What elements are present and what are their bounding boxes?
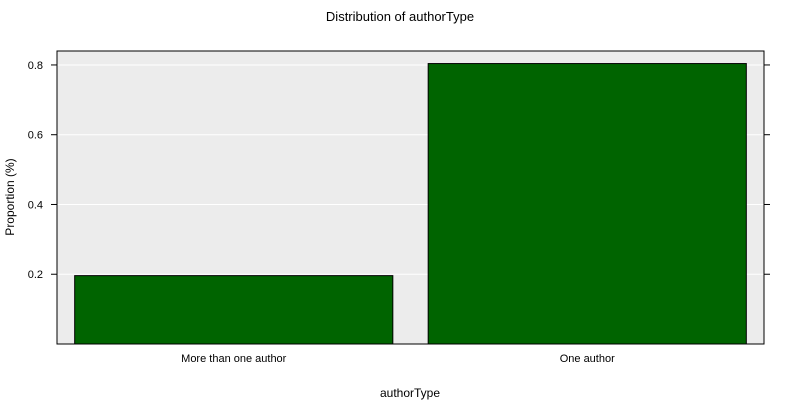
chart-title: Distribution of authorType xyxy=(326,9,474,24)
x-tick-label: One author xyxy=(560,353,615,365)
plot-frame xyxy=(56,50,765,345)
x-tick-label: More than one author xyxy=(181,353,287,365)
y-tick-label: 0.8 xyxy=(28,60,43,72)
y-tick-label: 0.6 xyxy=(28,130,43,142)
y-axis-label: Proportion (%) xyxy=(3,158,17,235)
y-axis-ticks: 0.2 0.4 0.6 0.8 xyxy=(28,60,770,281)
bar xyxy=(427,63,747,345)
bars-group xyxy=(74,63,747,345)
bar xyxy=(74,275,394,345)
x-axis-ticks: More than one author One author xyxy=(181,353,615,365)
y-tick-label: 0.2 xyxy=(28,269,43,281)
y-tick-label: 0.4 xyxy=(28,199,43,211)
x-axis-label: authorType xyxy=(380,386,440,400)
